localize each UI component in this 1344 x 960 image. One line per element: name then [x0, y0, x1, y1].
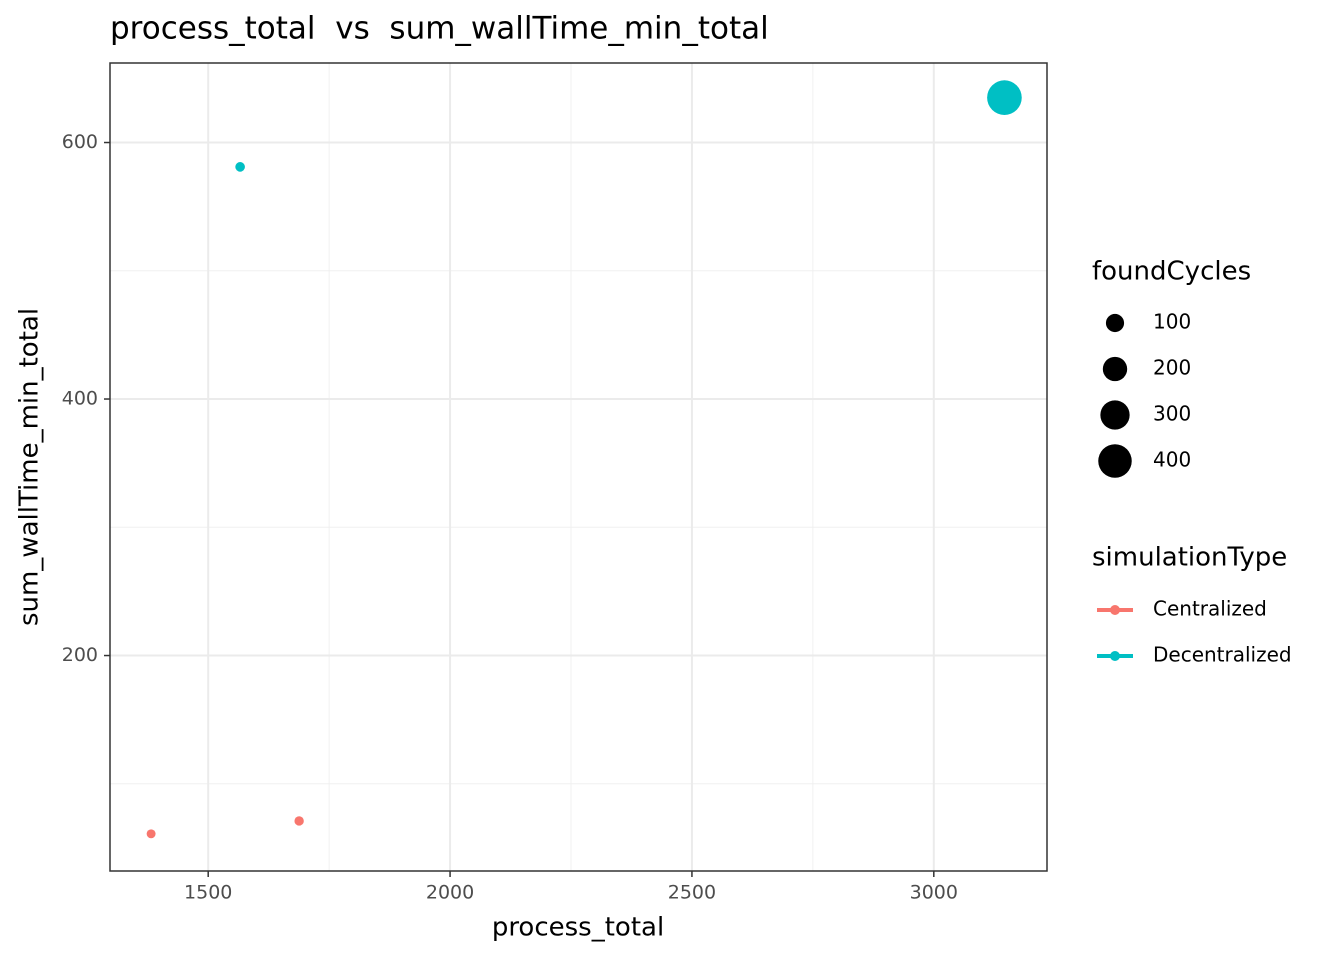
point	[146, 829, 156, 839]
point	[294, 816, 304, 826]
legend-label: 100	[1153, 310, 1191, 334]
legend-label: 400	[1153, 448, 1191, 472]
y-axis-label: sum_wallTime_min_total	[15, 308, 45, 626]
legend-size-key	[1100, 400, 1130, 430]
x-tick-label: 2500	[668, 882, 716, 904]
x-tick-label: 3000	[910, 882, 958, 904]
y-tick-label: 600	[62, 131, 98, 153]
legend-size-key	[1105, 313, 1125, 333]
legend-key-dot	[1110, 651, 1120, 661]
legend-key-dot	[1110, 605, 1120, 615]
legend-label: Centralized	[1153, 597, 1267, 621]
x-tick-label: 1500	[184, 882, 232, 904]
legend-label: 300	[1153, 402, 1191, 426]
y-tick-label: 400	[62, 388, 98, 410]
plot-border	[109, 62, 1048, 872]
x-tick-label: 2000	[426, 882, 474, 904]
point	[235, 162, 245, 172]
legend-size-key	[1098, 444, 1132, 478]
point	[987, 80, 1022, 115]
legend-title: simulationType	[1092, 543, 1287, 573]
y-tick-label: 200	[62, 644, 98, 666]
legend-title: foundCycles	[1092, 257, 1251, 287]
chart-title: process_total vs sum_wallTime_min_total	[110, 11, 769, 47]
legend-label: 200	[1153, 356, 1191, 380]
x-axis-label: process_total	[492, 913, 664, 943]
legend-label: Decentralized	[1153, 643, 1292, 667]
legend-size-key	[1102, 356, 1128, 382]
